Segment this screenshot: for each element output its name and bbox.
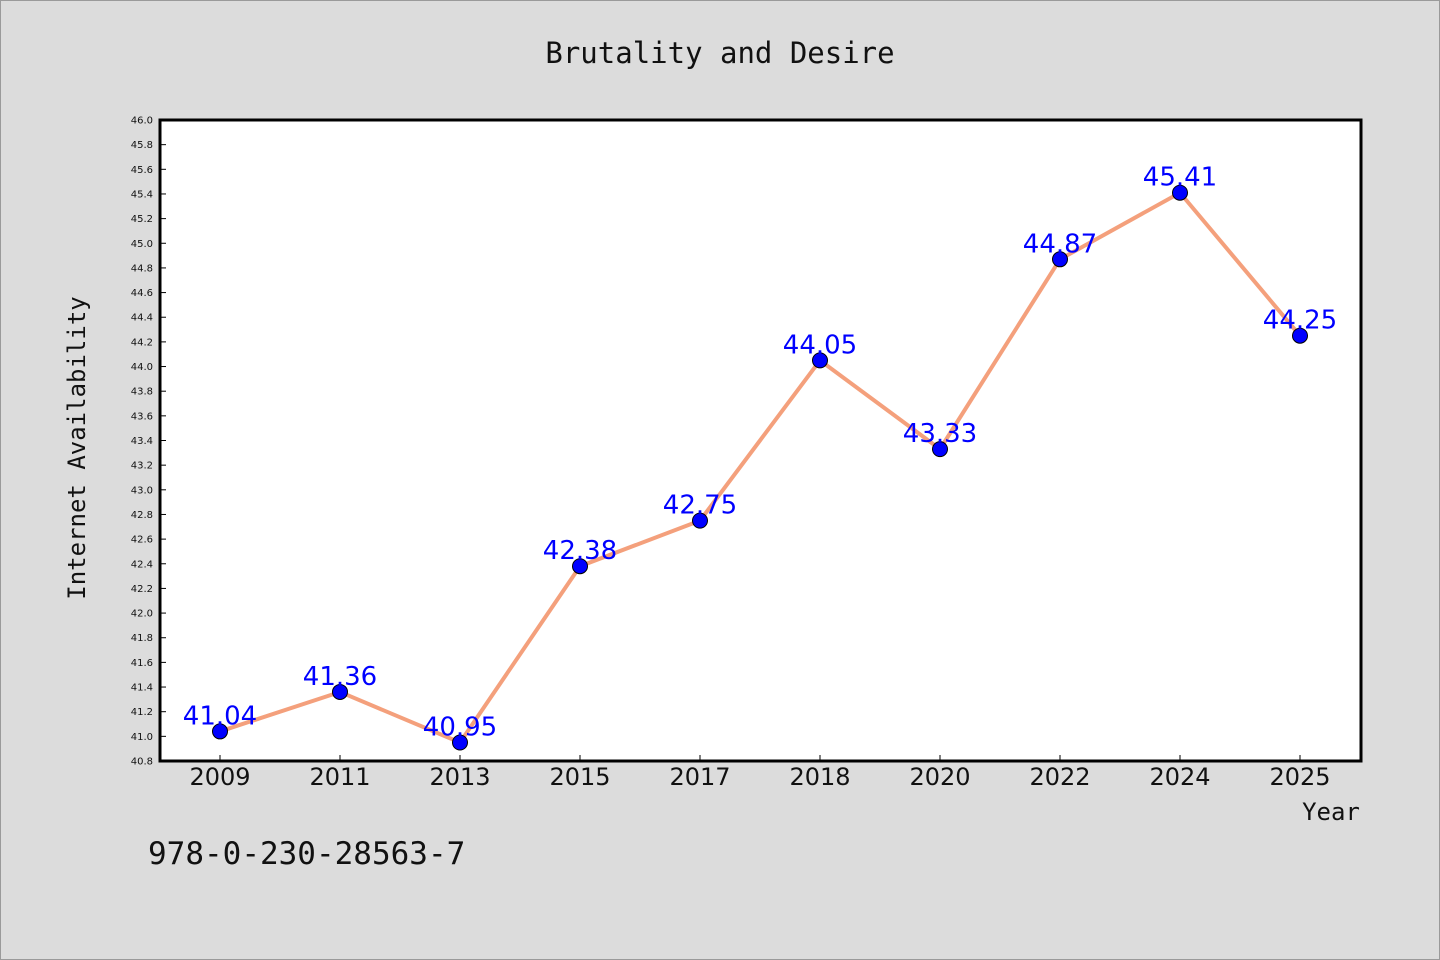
y-tick-label: 42.4 xyxy=(131,559,153,570)
y-tick-label: 42.0 xyxy=(131,609,153,620)
y-tick-label: 45.0 xyxy=(131,239,153,250)
x-tick-label: 2024 xyxy=(1149,763,1210,791)
y-axis: 40.8 41.0 41.2 41.4 41.6 41.8 42.0 42.2 42.4 42.6… xyxy=(131,116,166,768)
y-tick-label: 44.4 xyxy=(131,313,153,324)
y-tick-label: 42.8 xyxy=(131,510,153,521)
data-label: 44.25 xyxy=(1263,306,1337,336)
y-tick-label: 44.6 xyxy=(131,288,153,299)
y-tick-label: 41.0 xyxy=(131,732,153,743)
y-tick-label: 44.8 xyxy=(131,263,153,274)
data-point xyxy=(812,352,828,369)
data-label: 43.33 xyxy=(903,419,977,449)
data-label: 41.36 xyxy=(303,662,377,692)
y-tick-label: 43.4 xyxy=(131,436,153,447)
data-label: 45.41 xyxy=(1143,163,1217,193)
x-tick-label: 2018 xyxy=(789,763,850,791)
x-tick-label: 2017 xyxy=(669,763,730,791)
x-tick-label: 2025 xyxy=(1269,763,1330,791)
y-tick-label: 42.6 xyxy=(131,535,153,546)
x-axis: 2009 2011 2013 2015 2017 2018 2020 2022 2024 2025 xyxy=(189,755,1331,791)
data-point xyxy=(332,683,348,700)
x-axis-label: Year xyxy=(1302,798,1360,826)
y-tick-label: 41.2 xyxy=(131,707,153,718)
data-label: 41.04 xyxy=(183,701,257,731)
y-tick-label: 45.4 xyxy=(131,189,153,200)
data-point xyxy=(932,441,948,458)
data-label: 42.38 xyxy=(543,536,617,566)
y-tick-label: 43.8 xyxy=(131,387,153,398)
x-tick-label: 2022 xyxy=(1029,763,1090,791)
y-tick-label: 40.8 xyxy=(131,757,153,768)
y-tick-label: 43.0 xyxy=(131,485,153,496)
y-tick-label: 43.2 xyxy=(131,461,153,472)
data-series: 41.04 41.36 40.95 42.38 42.75 44.05 43.33 44.87… xyxy=(183,163,1337,751)
y-tick-label: 41.6 xyxy=(131,658,153,669)
data-point xyxy=(692,512,708,529)
y-tick-label: 44.2 xyxy=(131,337,153,348)
data-point xyxy=(1172,184,1188,201)
isbn-annotation: 978-0-230-28563-7 xyxy=(148,836,465,872)
y-tick-label: 46.0 xyxy=(131,116,153,127)
x-tick-label: 2020 xyxy=(909,763,970,791)
plot-area xyxy=(158,118,1363,763)
y-tick-label: 41.4 xyxy=(131,683,153,694)
x-tick-label: 2009 xyxy=(189,763,250,791)
data-label: 44.05 xyxy=(783,330,857,360)
x-tick-label: 2015 xyxy=(549,763,610,791)
y-tick-label: 45.6 xyxy=(131,165,153,176)
data-point xyxy=(1052,251,1068,268)
chart-title: Brutality and Desire xyxy=(545,36,894,70)
data-point xyxy=(572,558,588,575)
data-label: 42.75 xyxy=(663,491,737,521)
y-tick-label: 43.6 xyxy=(131,411,153,422)
y-tick-label: 41.8 xyxy=(131,633,153,644)
y-axis-label: Internet Availability xyxy=(63,296,91,599)
data-point xyxy=(212,723,228,740)
data-point xyxy=(452,734,468,751)
y-tick-label: 44.0 xyxy=(131,362,153,373)
data-point xyxy=(1292,327,1308,344)
series-line xyxy=(219,190,1302,745)
data-label: 44.87 xyxy=(1023,229,1097,259)
y-tick-label: 45.8 xyxy=(131,140,153,151)
x-tick-label: 2011 xyxy=(309,763,370,791)
x-tick-label: 2013 xyxy=(429,763,490,791)
data-label: 40.95 xyxy=(423,713,497,743)
y-tick-label: 42.2 xyxy=(131,584,153,595)
y-tick-label: 45.2 xyxy=(131,214,153,225)
